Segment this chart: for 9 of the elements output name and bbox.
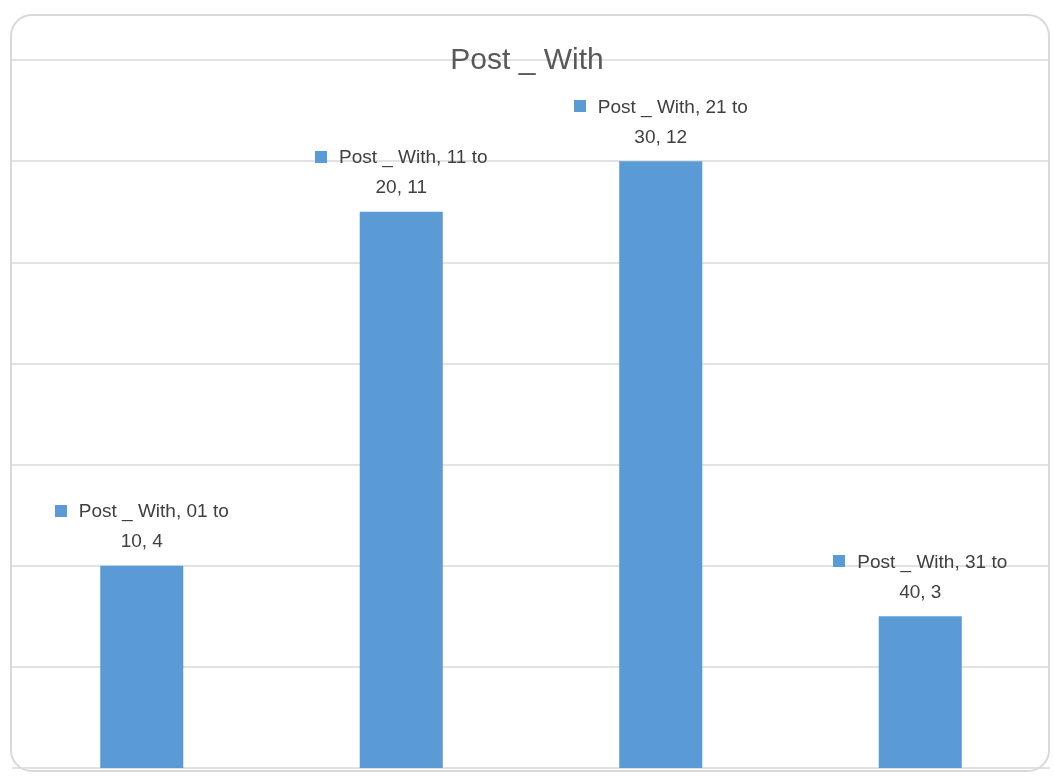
bar: [100, 565, 184, 768]
bar: [619, 161, 703, 768]
data-label: Post _ With, 21 to 30, 12: [597, 95, 748, 147]
data-label: Post _ With, 31 to 40, 3: [857, 550, 1008, 602]
bar: [878, 616, 962, 768]
data-label: Post _ With, 11 to 20, 11: [338, 146, 488, 198]
bar: [359, 211, 443, 768]
data-label: Post _ With, 01 to 10, 4: [78, 500, 229, 552]
chart-title: Post _ With: [450, 41, 604, 75]
